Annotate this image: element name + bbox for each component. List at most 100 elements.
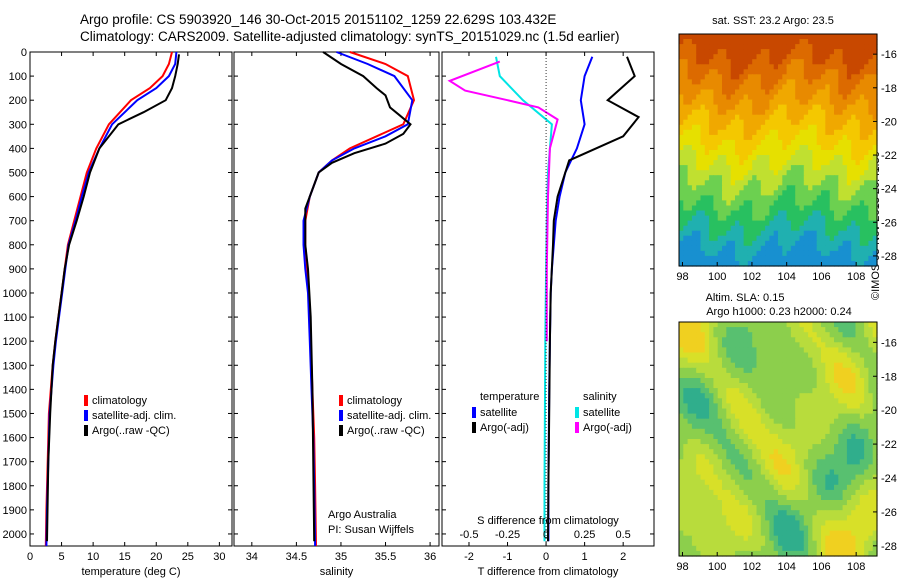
- sla-map-cell: [786, 332, 792, 338]
- sst-map-cell: [864, 215, 869, 222]
- sst-map-cell: [683, 139, 689, 146]
- sst-map-cell: [778, 255, 783, 262]
- sst-map-cell: [795, 215, 801, 222]
- sst-map-cell: [756, 104, 762, 111]
- sst-map-cell: [769, 134, 775, 141]
- sla-map-cell: [786, 337, 792, 343]
- sla-map-cell: [760, 352, 766, 359]
- sst-map-cell: [795, 165, 801, 171]
- sla-map-cell: [747, 515, 753, 521]
- sst-map-cell: [722, 230, 727, 237]
- sst-map-cell: [782, 220, 788, 227]
- sla-map-cell: [691, 393, 697, 399]
- sla-map-cell: [687, 439, 693, 445]
- sst-map-cell: [872, 245, 878, 252]
- sst-map-cell: [795, 59, 801, 65]
- sla-map-cell: [799, 464, 805, 471]
- sla-map-cell: [765, 500, 770, 506]
- sla-map-cell: [769, 484, 775, 491]
- sla-map-cell: [864, 322, 869, 328]
- sst-map-cell: [855, 215, 861, 222]
- sst-map-cell: [816, 205, 822, 212]
- sst-map-cell: [821, 240, 826, 247]
- sla-map-cell: [730, 352, 736, 359]
- sla-map-cell: [765, 484, 770, 491]
- sst-map-cell: [683, 250, 689, 257]
- sla-map-cell: [696, 550, 702, 557]
- sst-map-cell: [851, 94, 857, 101]
- sla-map-cell: [743, 398, 749, 404]
- sst-map-cell: [803, 220, 809, 227]
- sla-map-cell: [735, 464, 740, 471]
- sst-map-cell: [816, 175, 822, 181]
- sla-map-cell: [825, 520, 831, 527]
- sla-map-cell: [786, 372, 792, 379]
- sst-map-cell: [722, 235, 727, 242]
- sla-map-cell: [803, 515, 809, 521]
- sla-map-cell: [756, 347, 762, 354]
- sla-map-cell: [851, 489, 857, 496]
- sla-map-cell: [778, 469, 783, 476]
- sst-map-cell: [769, 180, 775, 186]
- sst-map-cell: [859, 180, 865, 186]
- sst-map-cell: [786, 134, 792, 141]
- sst-map-cell: [687, 94, 693, 101]
- sst-map-cell: [821, 64, 826, 70]
- sla-map-cell: [855, 500, 861, 506]
- sst-map-cell: [868, 39, 874, 45]
- sla-map-cell: [778, 337, 783, 343]
- sla-map-cell: [752, 535, 758, 542]
- sst-map-cell: [834, 59, 839, 65]
- sst-map-cell: [679, 205, 684, 212]
- sst-map-cell: [760, 114, 766, 121]
- sla-map-cell: [730, 469, 736, 476]
- sst-map-cell: [829, 180, 835, 186]
- sla-map-cell: [752, 444, 758, 450]
- sla-map-cell: [709, 449, 714, 455]
- sst-map-cell: [735, 124, 740, 131]
- sst-map-cell: [855, 235, 861, 242]
- sst-map-cell: [717, 139, 723, 146]
- sla-map-cell: [859, 449, 865, 455]
- sst-map-cell: [808, 124, 813, 131]
- sst-map-cell: [713, 160, 719, 166]
- sla-map-cell: [799, 332, 805, 338]
- sst-map-cell: [803, 84, 809, 90]
- sla-map-cell: [786, 413, 792, 420]
- sla-map-cell: [829, 540, 835, 547]
- sst-map-cell: [687, 215, 693, 222]
- sla-map-cell: [786, 515, 792, 521]
- sla-map-cell: [855, 545, 861, 552]
- sla-map-cell: [821, 464, 826, 471]
- sst-map-cell: [842, 129, 848, 136]
- sst-map-cell: [760, 245, 766, 252]
- sst-map-cell: [730, 69, 736, 75]
- sla-map-cell: [743, 495, 749, 501]
- sla-map-cell: [799, 418, 805, 425]
- sla-map-cell: [722, 332, 727, 338]
- sla-map-cell: [868, 474, 874, 481]
- sla-map-cell: [679, 520, 684, 527]
- sla-map-cell: [786, 393, 792, 399]
- sla-map-cell: [726, 545, 732, 552]
- sla-map-cell: [803, 322, 809, 328]
- sst-map-cell: [812, 160, 818, 166]
- sla-map-cell: [730, 540, 736, 547]
- sla-map-cell: [773, 489, 779, 496]
- sla-map-cell: [683, 367, 689, 374]
- sla-map-cell: [679, 444, 684, 450]
- sst-map-cell: [816, 170, 822, 176]
- sla-map-cell: [829, 347, 835, 354]
- sla-map-cell: [778, 454, 783, 460]
- sst-map-cell: [846, 49, 852, 55]
- sla-map-cell: [743, 433, 749, 440]
- sst-map-cell: [842, 59, 848, 65]
- sla-map-cell: [679, 337, 684, 343]
- sst-map-cell: [700, 44, 706, 50]
- sla-map-cell: [765, 393, 770, 399]
- sla-map-cell: [700, 459, 706, 465]
- sst-map-cell: [713, 44, 719, 50]
- sst-map-cell: [739, 64, 745, 70]
- sla-map-cell: [713, 372, 719, 379]
- sst-map-xtick-label: 100: [708, 271, 726, 283]
